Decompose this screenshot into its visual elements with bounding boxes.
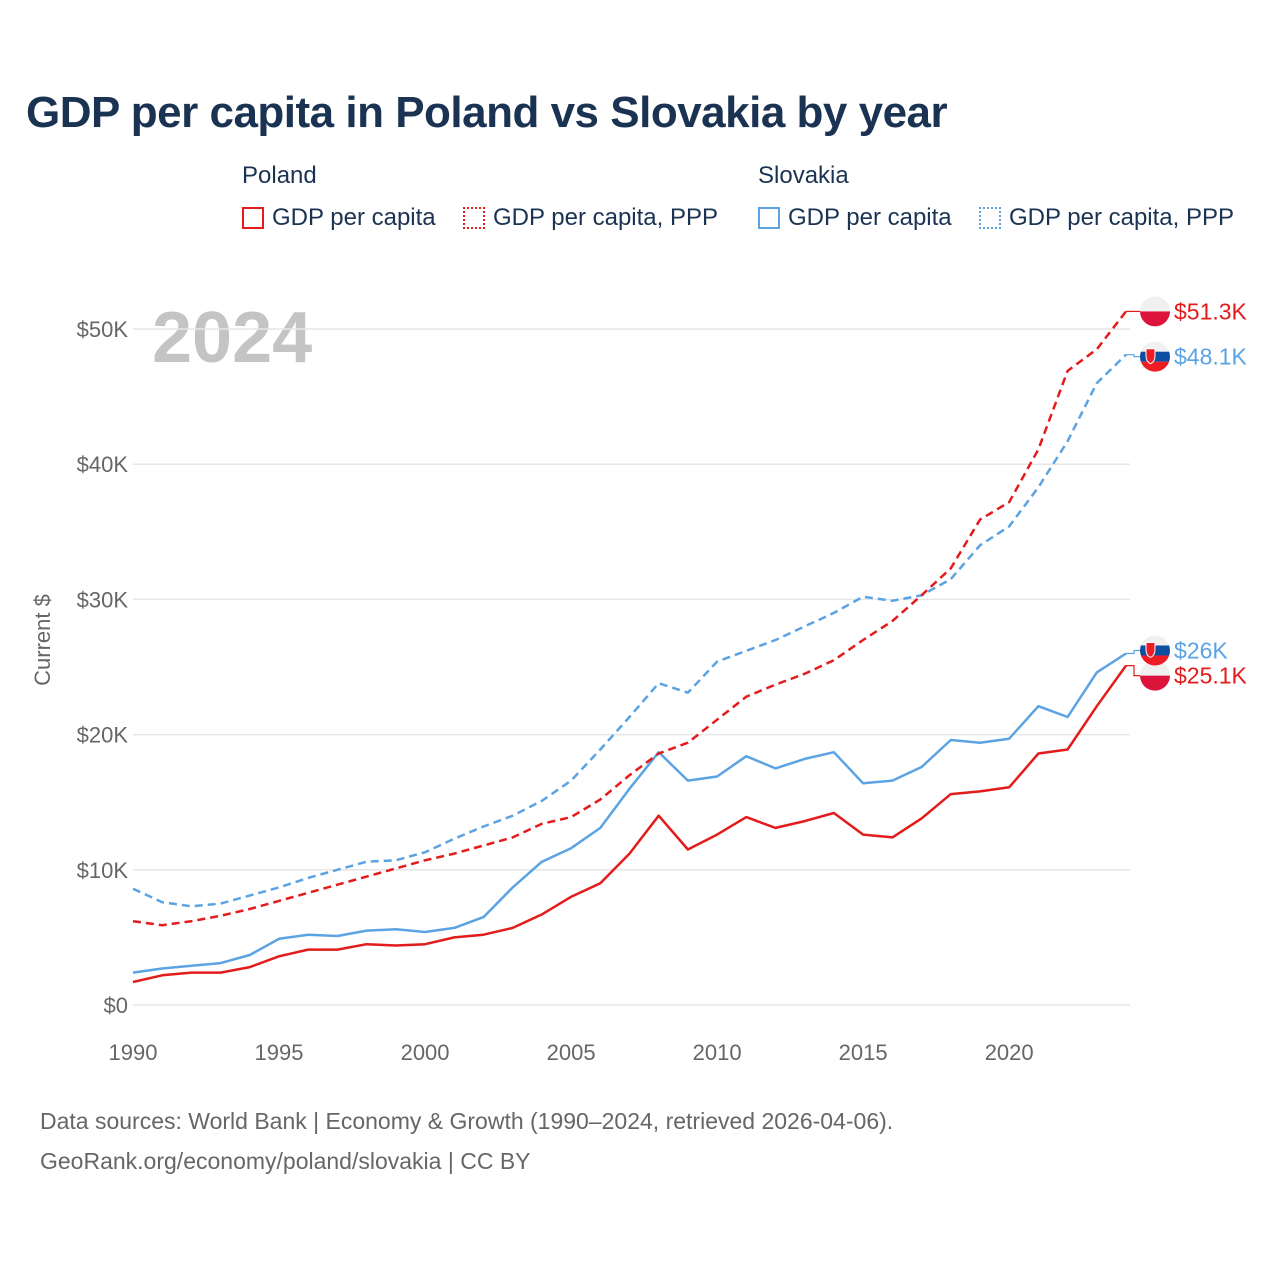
end-value-label-slovakia-dashed: $48.1K — [1174, 344, 1248, 370]
legend-swatch-solid-red — [242, 207, 264, 229]
legend-swatch-solid-blue — [758, 207, 780, 229]
legend-label: GDP per capita, PPP — [1009, 204, 1234, 231]
poland-flag-icon — [1140, 296, 1170, 327]
x-tick-label: 2015 — [839, 1040, 888, 1065]
legend-label: GDP per capita — [272, 204, 436, 231]
legend-item-slovakia-ppp[interactable]: GDP per capita, PPP — [979, 204, 1234, 232]
grid-layer — [133, 328, 1130, 1006]
legend-swatch-dotted-red — [463, 207, 485, 229]
y-tick-label: $50K — [77, 317, 129, 342]
footer-sources: Data sources: World Bank | Economy & Gro… — [40, 1108, 894, 1134]
end-value-label-poland-solid: $25.1K — [1174, 663, 1248, 689]
series-line-poland-solid[interactable] — [132, 664, 1128, 984]
x-tick-label: 2000 — [401, 1040, 450, 1065]
y-tick-label: $30K — [77, 587, 129, 612]
poland-flag-icon — [1140, 660, 1170, 691]
y-tick-label: $40K — [77, 452, 129, 477]
x-tick-label: 2010 — [693, 1040, 742, 1065]
legend-group-poland: Poland — [242, 162, 317, 189]
end-value-label-slovakia-solid: $26K — [1174, 637, 1228, 663]
year-watermark: 2024 — [152, 298, 312, 378]
legend-group-slovakia: Slovakia — [758, 162, 849, 189]
marker-layer: $25.1K $51.3K $26K $48.1K — [1126, 296, 1248, 691]
x-tick-label: 1995 — [255, 1040, 304, 1065]
chart-title: GDP per capita in Poland vs Slovakia by … — [26, 88, 948, 137]
series-line-poland-dashed[interactable] — [132, 310, 1127, 927]
y-tick-label: $20K — [77, 723, 129, 748]
legend-label: GDP per capita — [788, 204, 952, 231]
legend-item-poland-ppp[interactable]: GDP per capita, PPP — [463, 204, 718, 232]
legend-label: GDP per capita, PPP — [493, 204, 718, 231]
x-tick-label: 2005 — [547, 1040, 596, 1065]
legend-item-slovakia-gdp[interactable]: GDP per capita — [758, 204, 952, 232]
x-tick-label: 1990 — [109, 1040, 158, 1065]
series-layer — [132, 310, 1128, 984]
legend-item-poland-gdp[interactable]: GDP per capita — [242, 204, 436, 232]
y-axis-label: Current $ — [30, 594, 55, 686]
slovakia-flag-icon — [1140, 635, 1170, 666]
slovakia-flag-icon — [1140, 341, 1170, 372]
end-value-label-poland-dashed: $51.3K — [1174, 298, 1248, 324]
y-tick-label: $0 — [104, 993, 128, 1018]
end-leader-line — [1126, 354, 1141, 358]
end-leader-line — [1126, 649, 1141, 655]
footer-credit[interactable]: GeoRank.org/economy/poland/slovakia | CC… — [40, 1148, 531, 1174]
axis-layer: $0 $10K $20K $30K $40K $50K 1990 1995 2000 2005 20… — [77, 317, 1034, 1065]
end-leader-line — [1126, 665, 1141, 677]
y-tick-label: $10K — [77, 858, 129, 883]
legend-swatch-dotted-blue — [979, 207, 1001, 229]
series-line-slovakia-dashed[interactable] — [132, 353, 1127, 908]
series-line-slovakia-solid[interactable] — [132, 652, 1127, 974]
x-tick-label: 2020 — [985, 1040, 1034, 1065]
